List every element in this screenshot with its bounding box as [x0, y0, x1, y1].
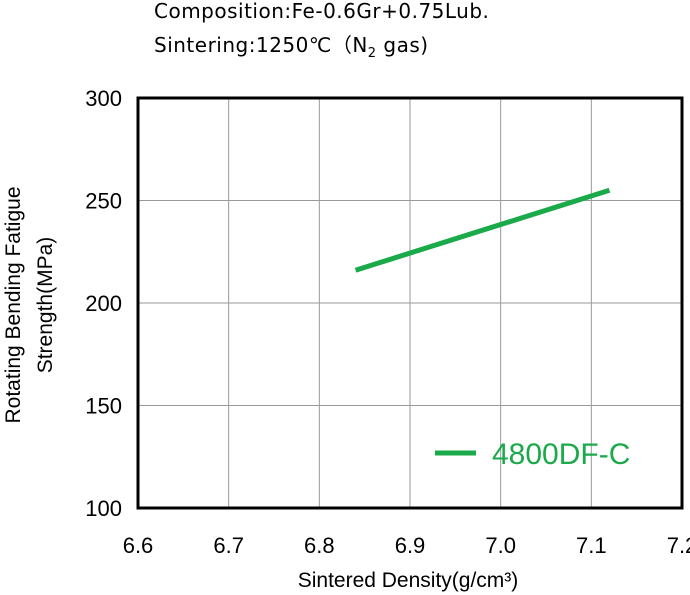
- x-axis-title: Sintered Density(g/cm³): [298, 569, 519, 592]
- x-tick-labels: 6.6 6.7 6.8 6.9 7.0 7.1 7.2: [123, 533, 690, 558]
- x-tick-label: 6.8: [304, 533, 335, 558]
- legend-label: 4800DF-C: [492, 438, 630, 471]
- series-layer: [354, 187, 611, 273]
- grid-layer: [138, 98, 682, 508]
- legend: 4800DF-C: [435, 438, 630, 471]
- sintering-text: Sintering:1250℃（N: [154, 33, 368, 57]
- x-tick-label: 7.0: [485, 533, 516, 558]
- x-tick-label: 6.6: [123, 533, 154, 558]
- sintering-note: Sintering:1250℃（N2 gas): [154, 29, 429, 61]
- x-tick-label: 6.9: [395, 533, 426, 558]
- y-tick-label: 200: [85, 291, 122, 316]
- plot-frame: [136, 96, 684, 510]
- composition-note: Composition:Fe-0.6Gr+0.75Lub.: [154, 0, 489, 23]
- x-tick-label: 6.7: [213, 533, 244, 558]
- y-tick-labels: 100 150 200 250 300: [85, 86, 122, 521]
- y-tick-label: 250: [85, 189, 122, 214]
- sintering-subscript: 2: [367, 46, 377, 61]
- y-tick-label: 300: [85, 86, 122, 111]
- x-tick-label: 7.2: [667, 533, 690, 558]
- composition-text: Composition:Fe-0.6Gr+0.75Lub.: [154, 0, 490, 23]
- x-tick-label: 7.1: [576, 533, 607, 558]
- y-tick-label: 150: [85, 394, 122, 419]
- sintering-text-end: gas): [376, 33, 429, 57]
- y-axis-title: Rotating Bending Fatigue Strength(MPa): [2, 187, 57, 424]
- y-tick-label: 100: [85, 496, 122, 521]
- y-axis-title-line: Rotating Bending Fatigue: [2, 187, 25, 424]
- series-line-4800DF-C: [354, 187, 611, 273]
- y-axis-title-line: Strength(MPa): [34, 237, 57, 374]
